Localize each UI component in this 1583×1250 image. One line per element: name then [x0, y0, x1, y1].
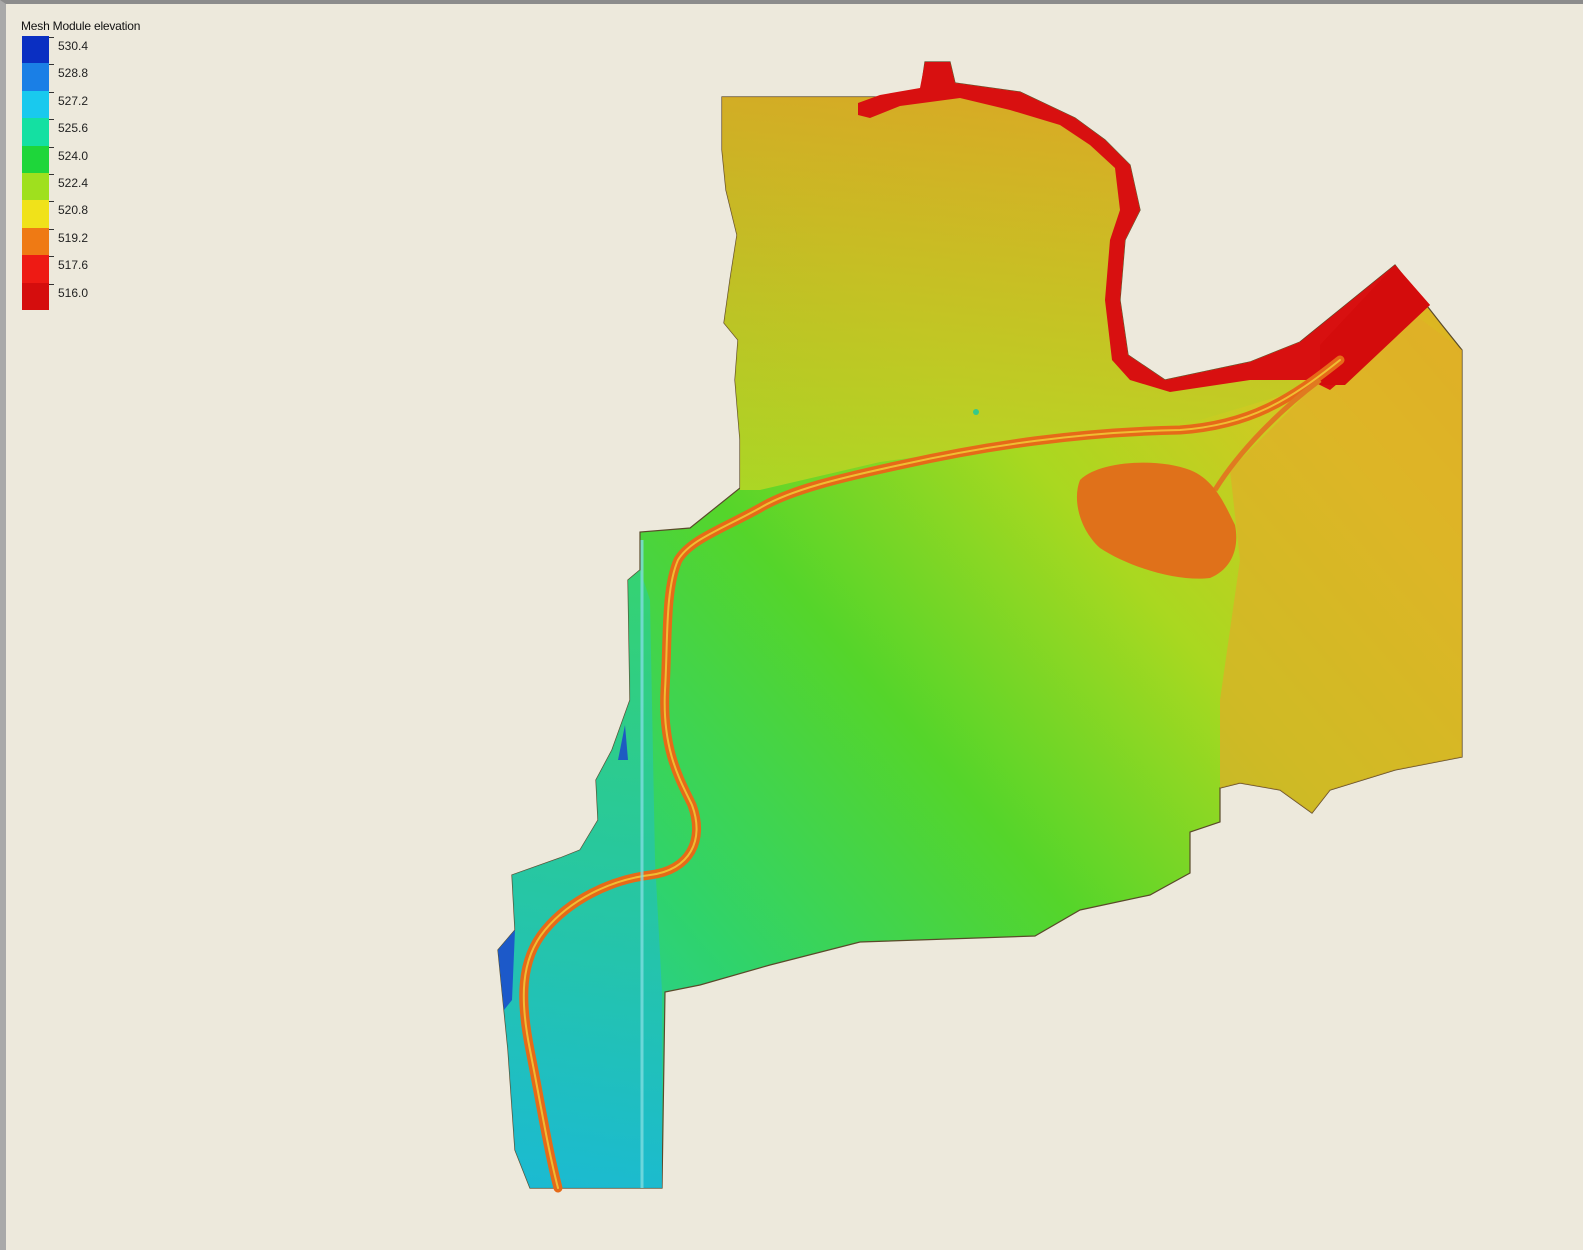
legend-swatch: [22, 172, 49, 201]
legend-label: 528.8: [58, 66, 89, 81]
legend-label: 527.2: [58, 93, 89, 108]
east-region: [1220, 300, 1462, 813]
legend-swatch: [22, 145, 49, 173]
west-fringe: [498, 930, 515, 1010]
legend-label: 519.2: [58, 230, 89, 245]
elevation-legend: Mesh Module elevation 530.4 528.8 527.2 …: [21, 19, 140, 310]
point-feature: [973, 409, 979, 415]
legend-entry: 516.0: [21, 282, 140, 310]
legend-swatch: [22, 118, 49, 146]
side-channel: [1212, 378, 1322, 492]
river-mouth: [1320, 265, 1430, 385]
legend-entry: 519.2: [21, 227, 140, 256]
legend-label: 520.8: [58, 203, 89, 218]
south-strip: [498, 570, 662, 1188]
legend-title: Mesh Module elevation: [21, 19, 141, 33]
legend-label: 516.0: [58, 285, 89, 300]
legend-swatch: [22, 90, 49, 119]
legend-swatch: [22, 63, 49, 91]
legend-swatch: [22, 227, 49, 256]
legend-entry: 522.4: [21, 172, 140, 201]
north-channel: [858, 62, 1430, 392]
legend-entry: 524.0: [21, 145, 140, 173]
legend-entry: 520.8: [21, 200, 140, 228]
legend-entry: 517.6: [21, 255, 140, 283]
legend-swatch: [22, 282, 49, 310]
legend-entries: 530.4 528.8 527.2 525.6 524.0 522.4 520.…: [21, 36, 140, 310]
legend-label: 517.6: [58, 258, 89, 273]
legend-label: 530.4: [58, 39, 89, 53]
legend-label: 525.6: [58, 121, 89, 136]
legend-entry: 528.8: [21, 63, 140, 91]
legend-swatch: [22, 200, 49, 228]
legend-label: 522.4: [58, 175, 89, 190]
legend-entry: 525.6: [21, 118, 140, 146]
legend-entry: 530.4: [21, 36, 140, 64]
legend-swatch: [22, 36, 49, 64]
legend-entry: 527.2: [21, 90, 140, 119]
legend-swatch: [22, 255, 49, 283]
pond: [1076, 462, 1237, 579]
legend-label: 524.0: [58, 148, 89, 163]
